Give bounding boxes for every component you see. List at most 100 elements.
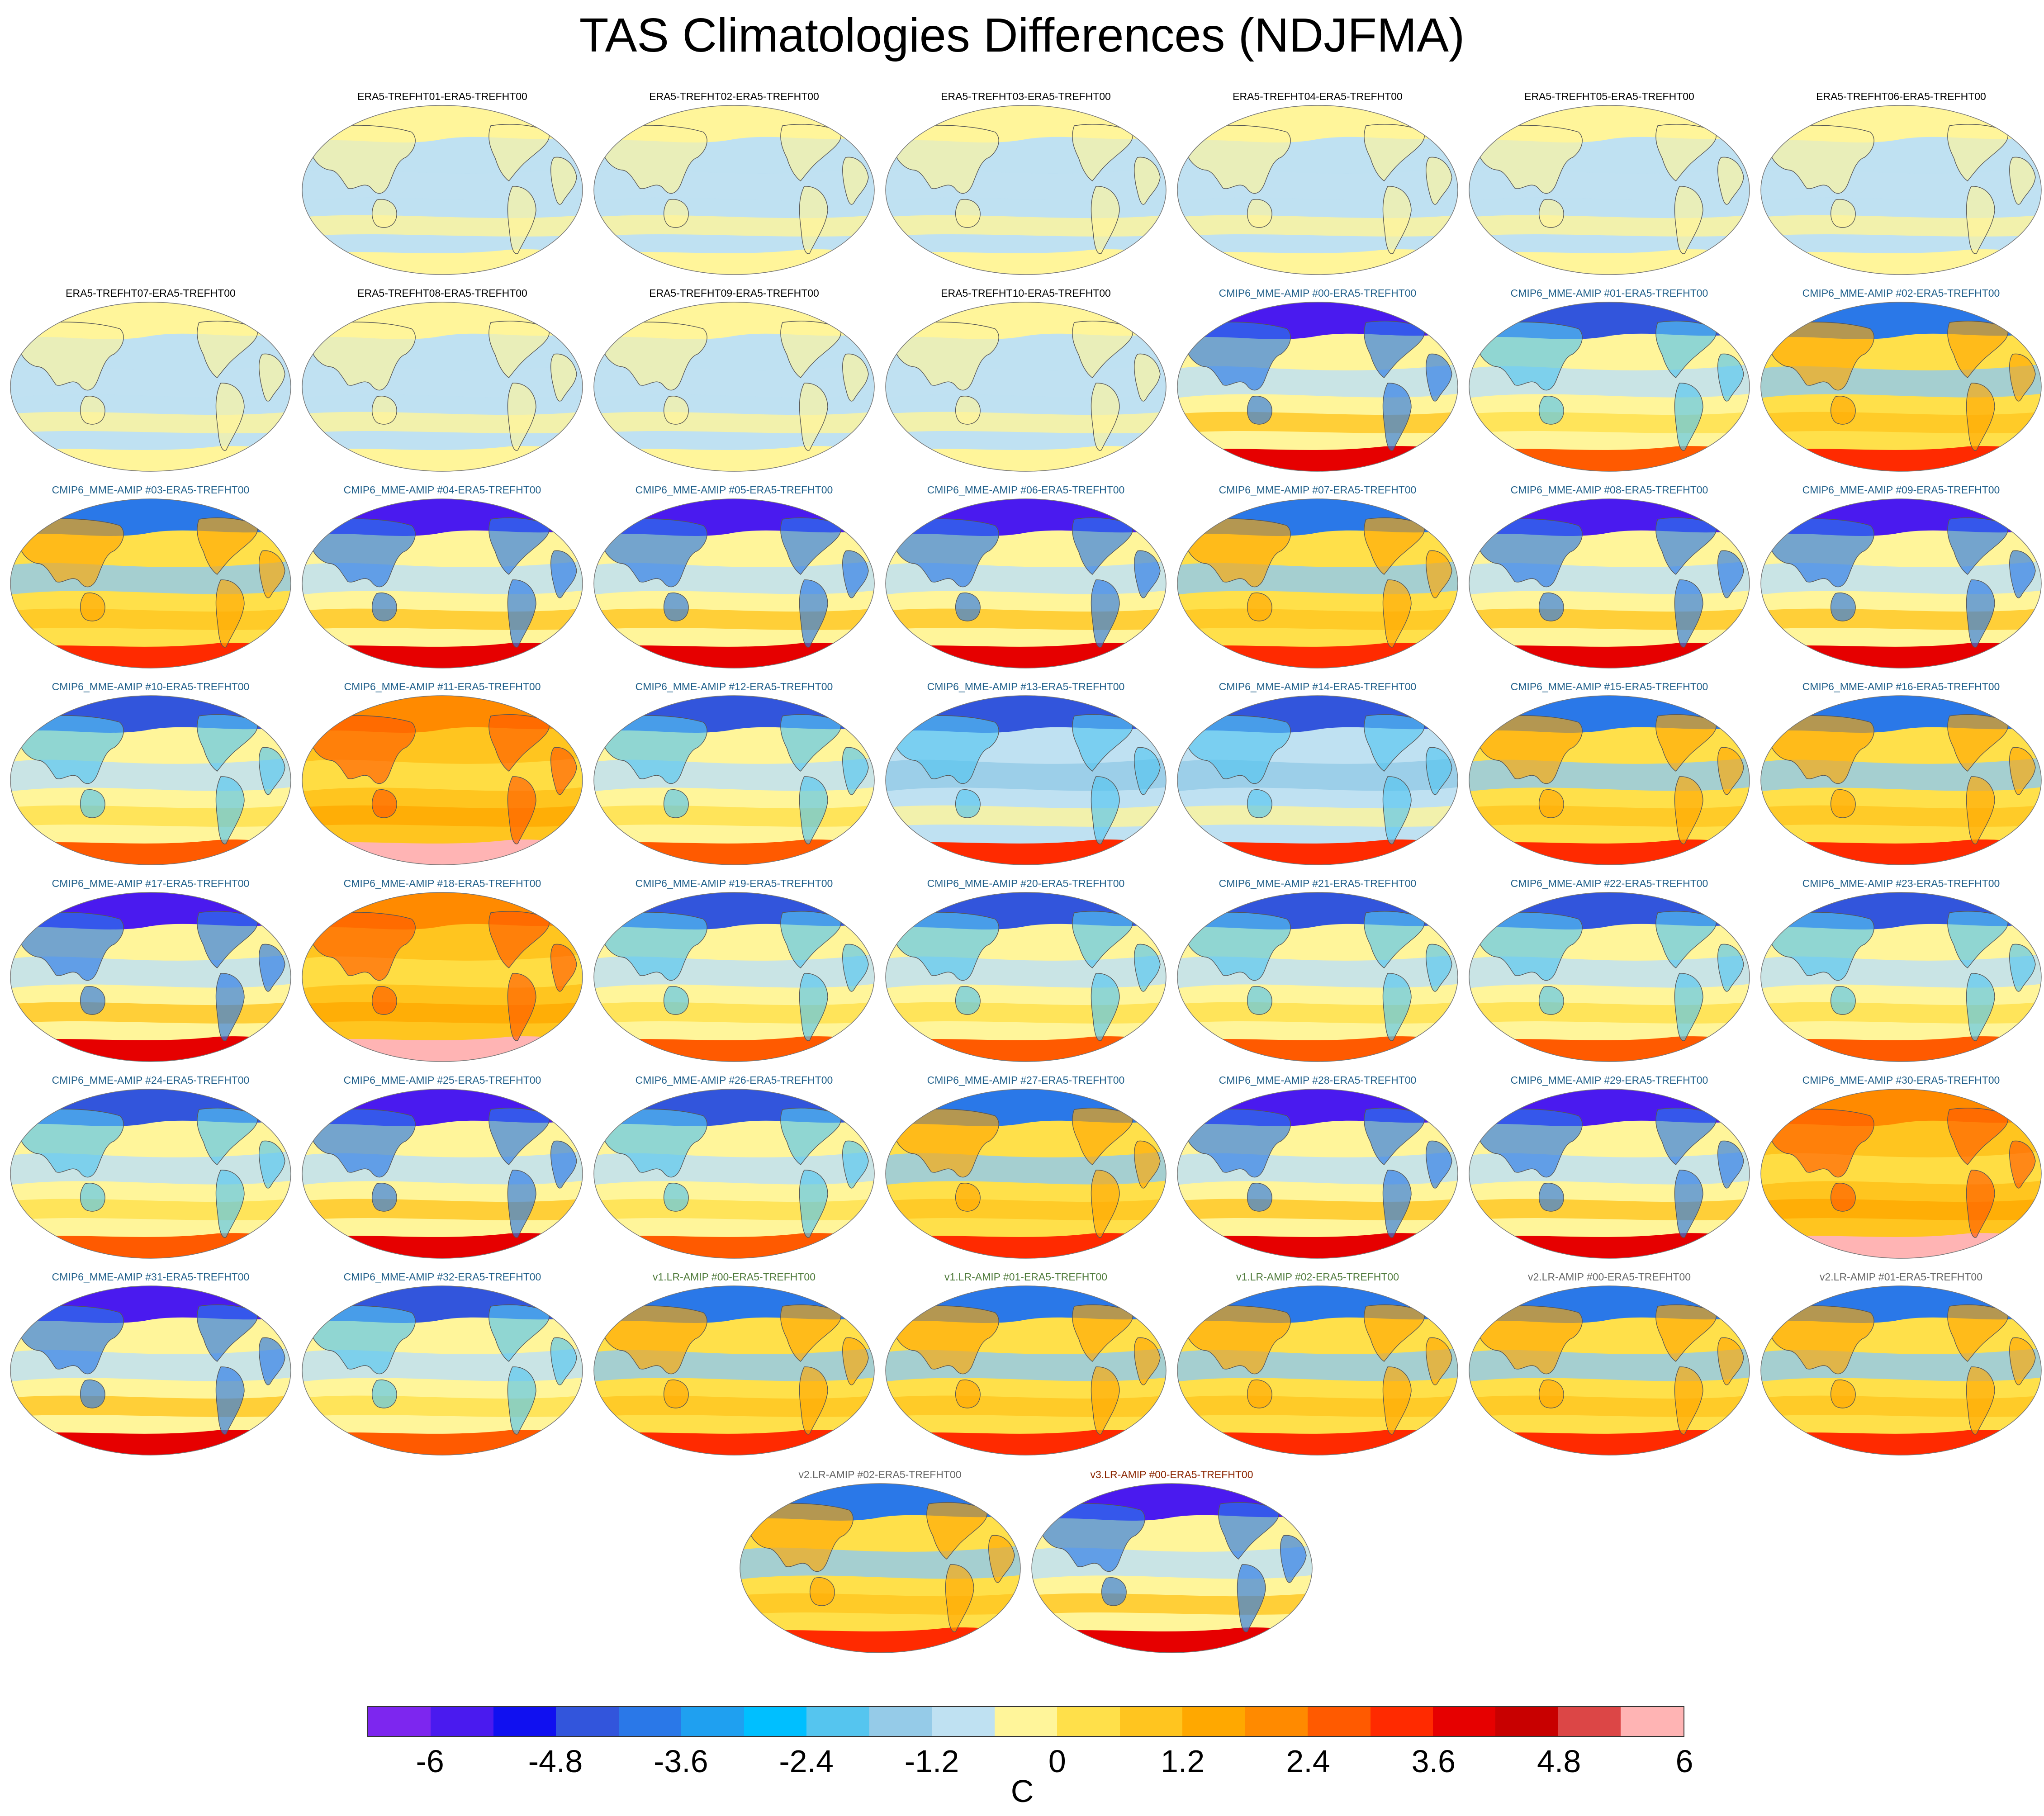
colorbar: [367, 1706, 1684, 1737]
map-panel: v1.LR-AMIP #01-ERA5-TREFHT00: [882, 1270, 1170, 1460]
panel-title: CMIP6_MME-AMIP #05-ERA5-TREFHT00: [635, 484, 833, 496]
map-panel: CMIP6_MME-AMIP #21-ERA5-TREFHT00: [1173, 877, 1462, 1067]
panel-title: CMIP6_MME-AMIP #24-ERA5-TREFHT00: [52, 1074, 250, 1086]
map-panel: ERA5-TREFHT09-ERA5-TREFHT00: [590, 286, 878, 476]
panel-title: CMIP6_MME-AMIP #28-ERA5-TREFHT00: [1219, 1074, 1417, 1086]
panel-title: ERA5-TREFHT08-ERA5-TREFHT00: [357, 287, 527, 299]
difference-map: [10, 498, 291, 669]
panel-title: CMIP6_MME-AMIP #26-ERA5-TREFHT00: [635, 1074, 833, 1086]
colorbar-swatch: [744, 1707, 807, 1736]
panel-title: ERA5-TREFHT02-ERA5-TREFHT00: [649, 90, 819, 102]
difference-map: [885, 1285, 1167, 1456]
panel-title: CMIP6_MME-AMIP #03-ERA5-TREFHT00: [52, 484, 250, 496]
panel-title: ERA5-TREFHT05-ERA5-TREFHT00: [1524, 90, 1694, 102]
colorbar-swatch: [1057, 1707, 1120, 1736]
map-panel: ERA5-TREFHT04-ERA5-TREFHT00: [1173, 90, 1462, 280]
panel-title: CMIP6_MME-AMIP #29-ERA5-TREFHT00: [1510, 1074, 1708, 1086]
difference-map: [1760, 1089, 2042, 1259]
difference-map: [10, 1285, 291, 1456]
colorbar-swatch: [994, 1707, 1058, 1736]
difference-map: [302, 695, 583, 865]
panel-title: CMIP6_MME-AMIP #13-ERA5-TREFHT00: [927, 681, 1125, 692]
difference-map: [1760, 1285, 2042, 1456]
difference-map: [302, 498, 583, 669]
map-panel: CMIP6_MME-AMIP #30-ERA5-TREFHT00: [1757, 1073, 2044, 1263]
colorbar-swatch: [1119, 1707, 1183, 1736]
colorbar-swatch: [681, 1707, 744, 1736]
map-panel: CMIP6_MME-AMIP #14-ERA5-TREFHT00: [1173, 680, 1462, 870]
difference-map: [885, 892, 1167, 1062]
map-panel: CMIP6_MME-AMIP #31-ERA5-TREFHT00: [6, 1270, 295, 1460]
panel-title: ERA5-TREFHT01-ERA5-TREFHT00: [357, 90, 527, 102]
colorbar-swatch: [806, 1707, 869, 1736]
map-panel: CMIP6_MME-AMIP #12-ERA5-TREFHT00: [590, 680, 878, 870]
map-panel: CMIP6_MME-AMIP #03-ERA5-TREFHT00: [6, 483, 295, 673]
colorbar-swatch: [493, 1707, 556, 1736]
map-panel: CMIP6_MME-AMIP #28-ERA5-TREFHT00: [1173, 1073, 1462, 1263]
map-panel: v2.LR-AMIP #02-ERA5-TREFHT00: [736, 1468, 1024, 1658]
panel-title: CMIP6_MME-AMIP #17-ERA5-TREFHT00: [52, 877, 250, 889]
difference-map: [1469, 695, 1750, 865]
map-panel: v1.LR-AMIP #02-ERA5-TREFHT00: [1173, 1270, 1462, 1460]
panel-title: CMIP6_MME-AMIP #11-ERA5-TREFHT00: [344, 681, 541, 692]
map-panel: ERA5-TREFHT05-ERA5-TREFHT00: [1465, 90, 1754, 280]
difference-map: [1760, 695, 2042, 865]
map-panel: v1.LR-AMIP #00-ERA5-TREFHT00: [590, 1270, 878, 1460]
difference-map: [593, 498, 875, 669]
map-panel: ERA5-TREFHT08-ERA5-TREFHT00: [298, 286, 587, 476]
colorbar-swatch: [1245, 1707, 1308, 1736]
map-panel: CMIP6_MME-AMIP #32-ERA5-TREFHT00: [298, 1270, 587, 1460]
difference-map: [1177, 1089, 1458, 1259]
map-panel: CMIP6_MME-AMIP #09-ERA5-TREFHT00: [1757, 483, 2044, 673]
map-panel: v2.LR-AMIP #01-ERA5-TREFHT00: [1757, 1270, 2044, 1460]
panel-title: CMIP6_MME-AMIP #04-ERA5-TREFHT00: [343, 484, 541, 496]
colorbar-tick-label: 1.2: [1161, 1744, 1205, 1779]
difference-map: [1469, 498, 1750, 669]
panel-title: ERA5-TREFHT06-ERA5-TREFHT00: [1816, 90, 1986, 102]
difference-map: [593, 695, 875, 865]
map-panel: CMIP6_MME-AMIP #06-ERA5-TREFHT00: [882, 483, 1170, 673]
difference-map: [10, 302, 291, 472]
panel-title: CMIP6_MME-AMIP #32-ERA5-TREFHT00: [343, 1271, 541, 1283]
difference-map: [1177, 1285, 1458, 1456]
panel-title: v1.LR-AMIP #02-ERA5-TREFHT00: [1236, 1271, 1399, 1283]
colorbar-swatch: [618, 1707, 682, 1736]
colorbar-tick-label: -3.6: [654, 1744, 708, 1779]
map-panel: CMIP6_MME-AMIP #08-ERA5-TREFHT00: [1465, 483, 1754, 673]
panel-title: CMIP6_MME-AMIP #12-ERA5-TREFHT00: [635, 681, 833, 692]
colorbar-units: C: [1010, 1773, 1034, 1809]
difference-map: [1177, 302, 1458, 472]
panel-title: ERA5-TREFHT07-ERA5-TREFHT00: [66, 287, 236, 299]
colorbar-tick-label: 4.8: [1537, 1744, 1581, 1779]
difference-map: [1469, 1089, 1750, 1259]
difference-map: [593, 302, 875, 472]
panel-title: ERA5-TREFHT10-ERA5-TREFHT00: [941, 287, 1111, 299]
difference-map: [10, 1089, 291, 1259]
difference-map: [1177, 892, 1458, 1062]
colorbar-tick-label: -1.2: [904, 1744, 959, 1779]
difference-map: [1469, 105, 1750, 275]
panel-title: CMIP6_MME-AMIP #15-ERA5-TREFHT00: [1510, 681, 1708, 692]
difference-map: [885, 498, 1167, 669]
panel-title: CMIP6_MME-AMIP #06-ERA5-TREFHT00: [927, 484, 1125, 496]
difference-map: [885, 1089, 1167, 1259]
map-panel: CMIP6_MME-AMIP #27-ERA5-TREFHT00: [882, 1073, 1170, 1263]
panel-title: CMIP6_MME-AMIP #02-ERA5-TREFHT00: [1802, 287, 2000, 299]
map-panel: ERA5-TREFHT03-ERA5-TREFHT00: [882, 90, 1170, 280]
panel-title: CMIP6_MME-AMIP #21-ERA5-TREFHT00: [1219, 877, 1417, 889]
colorbar-swatch: [1370, 1707, 1433, 1736]
panel-title: CMIP6_MME-AMIP #30-ERA5-TREFHT00: [1802, 1074, 2000, 1086]
difference-map: [593, 892, 875, 1062]
difference-map: [1031, 1483, 1313, 1653]
map-panel: CMIP6_MME-AMIP #19-ERA5-TREFHT00: [590, 877, 878, 1067]
colorbar-tick-label: 2.4: [1286, 1744, 1330, 1779]
map-panel: CMIP6_MME-AMIP #25-ERA5-TREFHT00: [298, 1073, 587, 1263]
colorbar-swatch: [431, 1707, 493, 1736]
difference-map: [302, 105, 583, 275]
colorbar-swatch: [1182, 1707, 1245, 1736]
panel-title: CMIP6_MME-AMIP #23-ERA5-TREFHT00: [1802, 877, 2000, 889]
panel-title: CMIP6_MME-AMIP #00-ERA5-TREFHT00: [1219, 287, 1417, 299]
panel-title: CMIP6_MME-AMIP #16-ERA5-TREFHT00: [1802, 681, 2000, 692]
difference-map: [593, 1285, 875, 1456]
map-panel: CMIP6_MME-AMIP #11-ERA5-TREFHT00: [298, 680, 587, 870]
